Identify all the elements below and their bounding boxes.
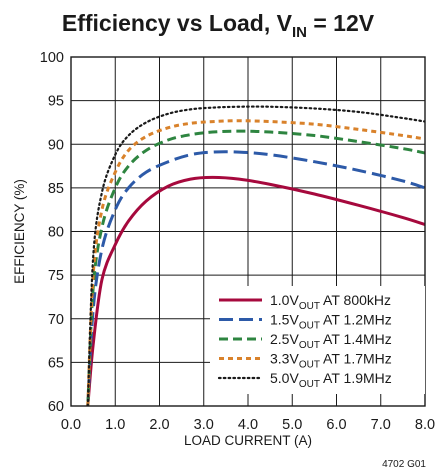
y-tick-label: 70 <box>48 312 64 328</box>
legend-label-prefix: 1.0V <box>270 292 299 308</box>
x-axis-label: LOAD CURRENT (A) <box>184 433 312 448</box>
x-tick-label: 2.0 <box>149 417 169 433</box>
y-axis-label: EFFICIENCY (%) <box>12 179 27 284</box>
legend-label-suffix: AT 800kHz <box>320 292 391 308</box>
legend-label-subscript: OUT <box>299 340 320 351</box>
legend-label: 5.0VOUT AT 1.9MHz <box>270 370 392 390</box>
plot-frame <box>70 56 426 407</box>
chart-title-prefix: Efficiency vs Load, V <box>62 10 293 36</box>
legend-label: 2.5VOUT AT 1.4MHz <box>270 331 392 351</box>
legend-label-suffix: AT 1.9MHz <box>320 370 392 386</box>
legend-background <box>210 286 425 394</box>
y-tick-label: 65 <box>48 355 64 371</box>
series-line-2 <box>86 150 425 406</box>
plot-area <box>86 105 425 406</box>
legend-label: 1.0VOUT AT 800kHz <box>270 292 391 312</box>
x-tick-label: 6.0 <box>326 417 346 433</box>
series-line-1 <box>86 175 425 406</box>
legend-label-subscript: OUT <box>299 321 320 332</box>
legend-label: 3.3VOUT AT 1.7MHz <box>270 351 392 371</box>
x-tick-label: 4.0 <box>238 417 258 433</box>
legend-label-suffix: AT 1.4MHz <box>320 331 392 347</box>
y-tick-label: 95 <box>48 94 64 110</box>
x-tick-label: 5.0 <box>282 417 302 433</box>
legend-label-suffix: AT 1.2MHz <box>320 312 392 328</box>
chart-title-subscript: IN <box>292 24 307 41</box>
chart-title-suffix: = 12V <box>307 10 375 36</box>
y-tick-label: 85 <box>48 181 64 197</box>
legend-label-subscript: OUT <box>299 360 320 371</box>
legend-label: 1.5VOUT AT 1.2MHz <box>270 312 392 332</box>
y-tick-label: 80 <box>48 225 64 241</box>
legend-label-prefix: 2.5V <box>270 331 299 347</box>
legend-label-prefix: 3.3V <box>270 351 299 367</box>
y-tick-label: 90 <box>48 137 64 153</box>
legend-label-subscript: OUT <box>299 379 320 390</box>
legend-label-prefix: 1.5V <box>270 312 299 328</box>
x-tick-label: 3.0 <box>194 417 214 433</box>
legend-label-subscript: OUT <box>299 301 320 312</box>
series-line-4 <box>86 119 425 406</box>
x-tick-label: 8.0 <box>415 417 435 433</box>
y-tick-label: 100 <box>40 50 64 66</box>
chart-title: Efficiency vs Load, VIN = 12V <box>62 10 375 41</box>
x-tick-label: 1.0 <box>105 417 125 433</box>
y-tick-label: 75 <box>48 268 64 284</box>
figure-code: 4702 G01 <box>382 459 426 470</box>
legend-label-prefix: 5.0V <box>270 370 299 386</box>
series-line-3 <box>86 129 425 406</box>
legend-label-suffix: AT 1.7MHz <box>320 351 392 367</box>
x-tick-label: 0.0 <box>61 417 81 433</box>
axis-ticks: 0.0 1.0 2.0 3.0 4.0 5.0 6.0 7.0 8.0 60 65 70 75 80 85 9… <box>40 50 435 433</box>
x-tick-label: 7.0 <box>371 417 391 433</box>
series-line-5 <box>86 105 425 406</box>
y-tick-label: 60 <box>48 399 64 415</box>
